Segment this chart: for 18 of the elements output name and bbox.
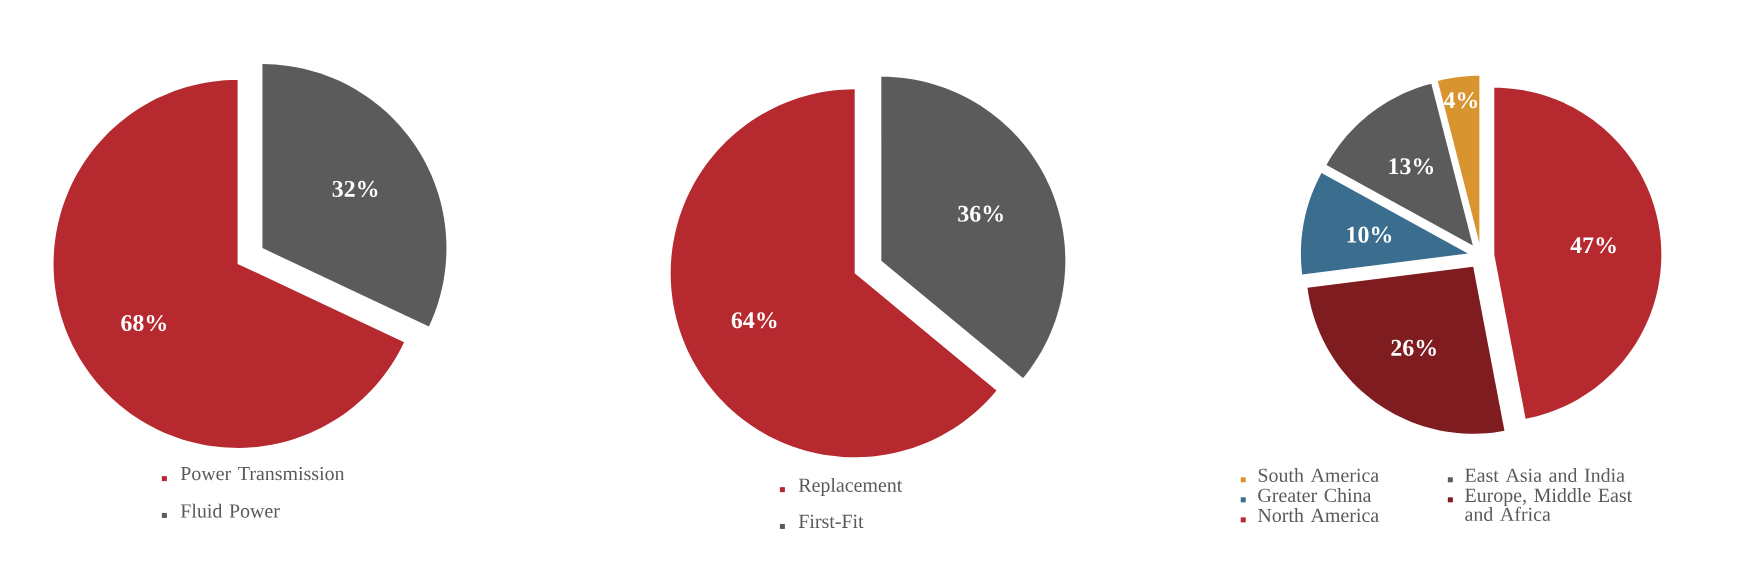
data-label: 36%: [958, 205, 1003, 222]
data-label: 4%: [1443, 92, 1478, 109]
data-label: 64%: [731, 312, 777, 329]
legend-label: Replacement: [798, 477, 903, 496]
data-label: 26%: [1391, 339, 1436, 356]
legend-label: East Asia and India: [1465, 468, 1625, 483]
data-label: 68%: [121, 314, 167, 332]
data-label: 10%: [1347, 226, 1392, 243]
data-label: 47%: [1570, 237, 1616, 254]
legend-label: Power Transmission: [180, 466, 345, 481]
legend-label: Fluid Power: [180, 503, 280, 518]
legend-label: Greater China: [1258, 488, 1372, 503]
data-label: 32%: [332, 180, 378, 198]
legend-label: First-Fit: [798, 514, 864, 529]
legend-label: North America: [1258, 508, 1379, 523]
legend-label: South America: [1258, 468, 1379, 483]
data-label: 13%: [1389, 158, 1434, 175]
legend-label: Europe, Middle East and Africa: [1465, 488, 1633, 522]
